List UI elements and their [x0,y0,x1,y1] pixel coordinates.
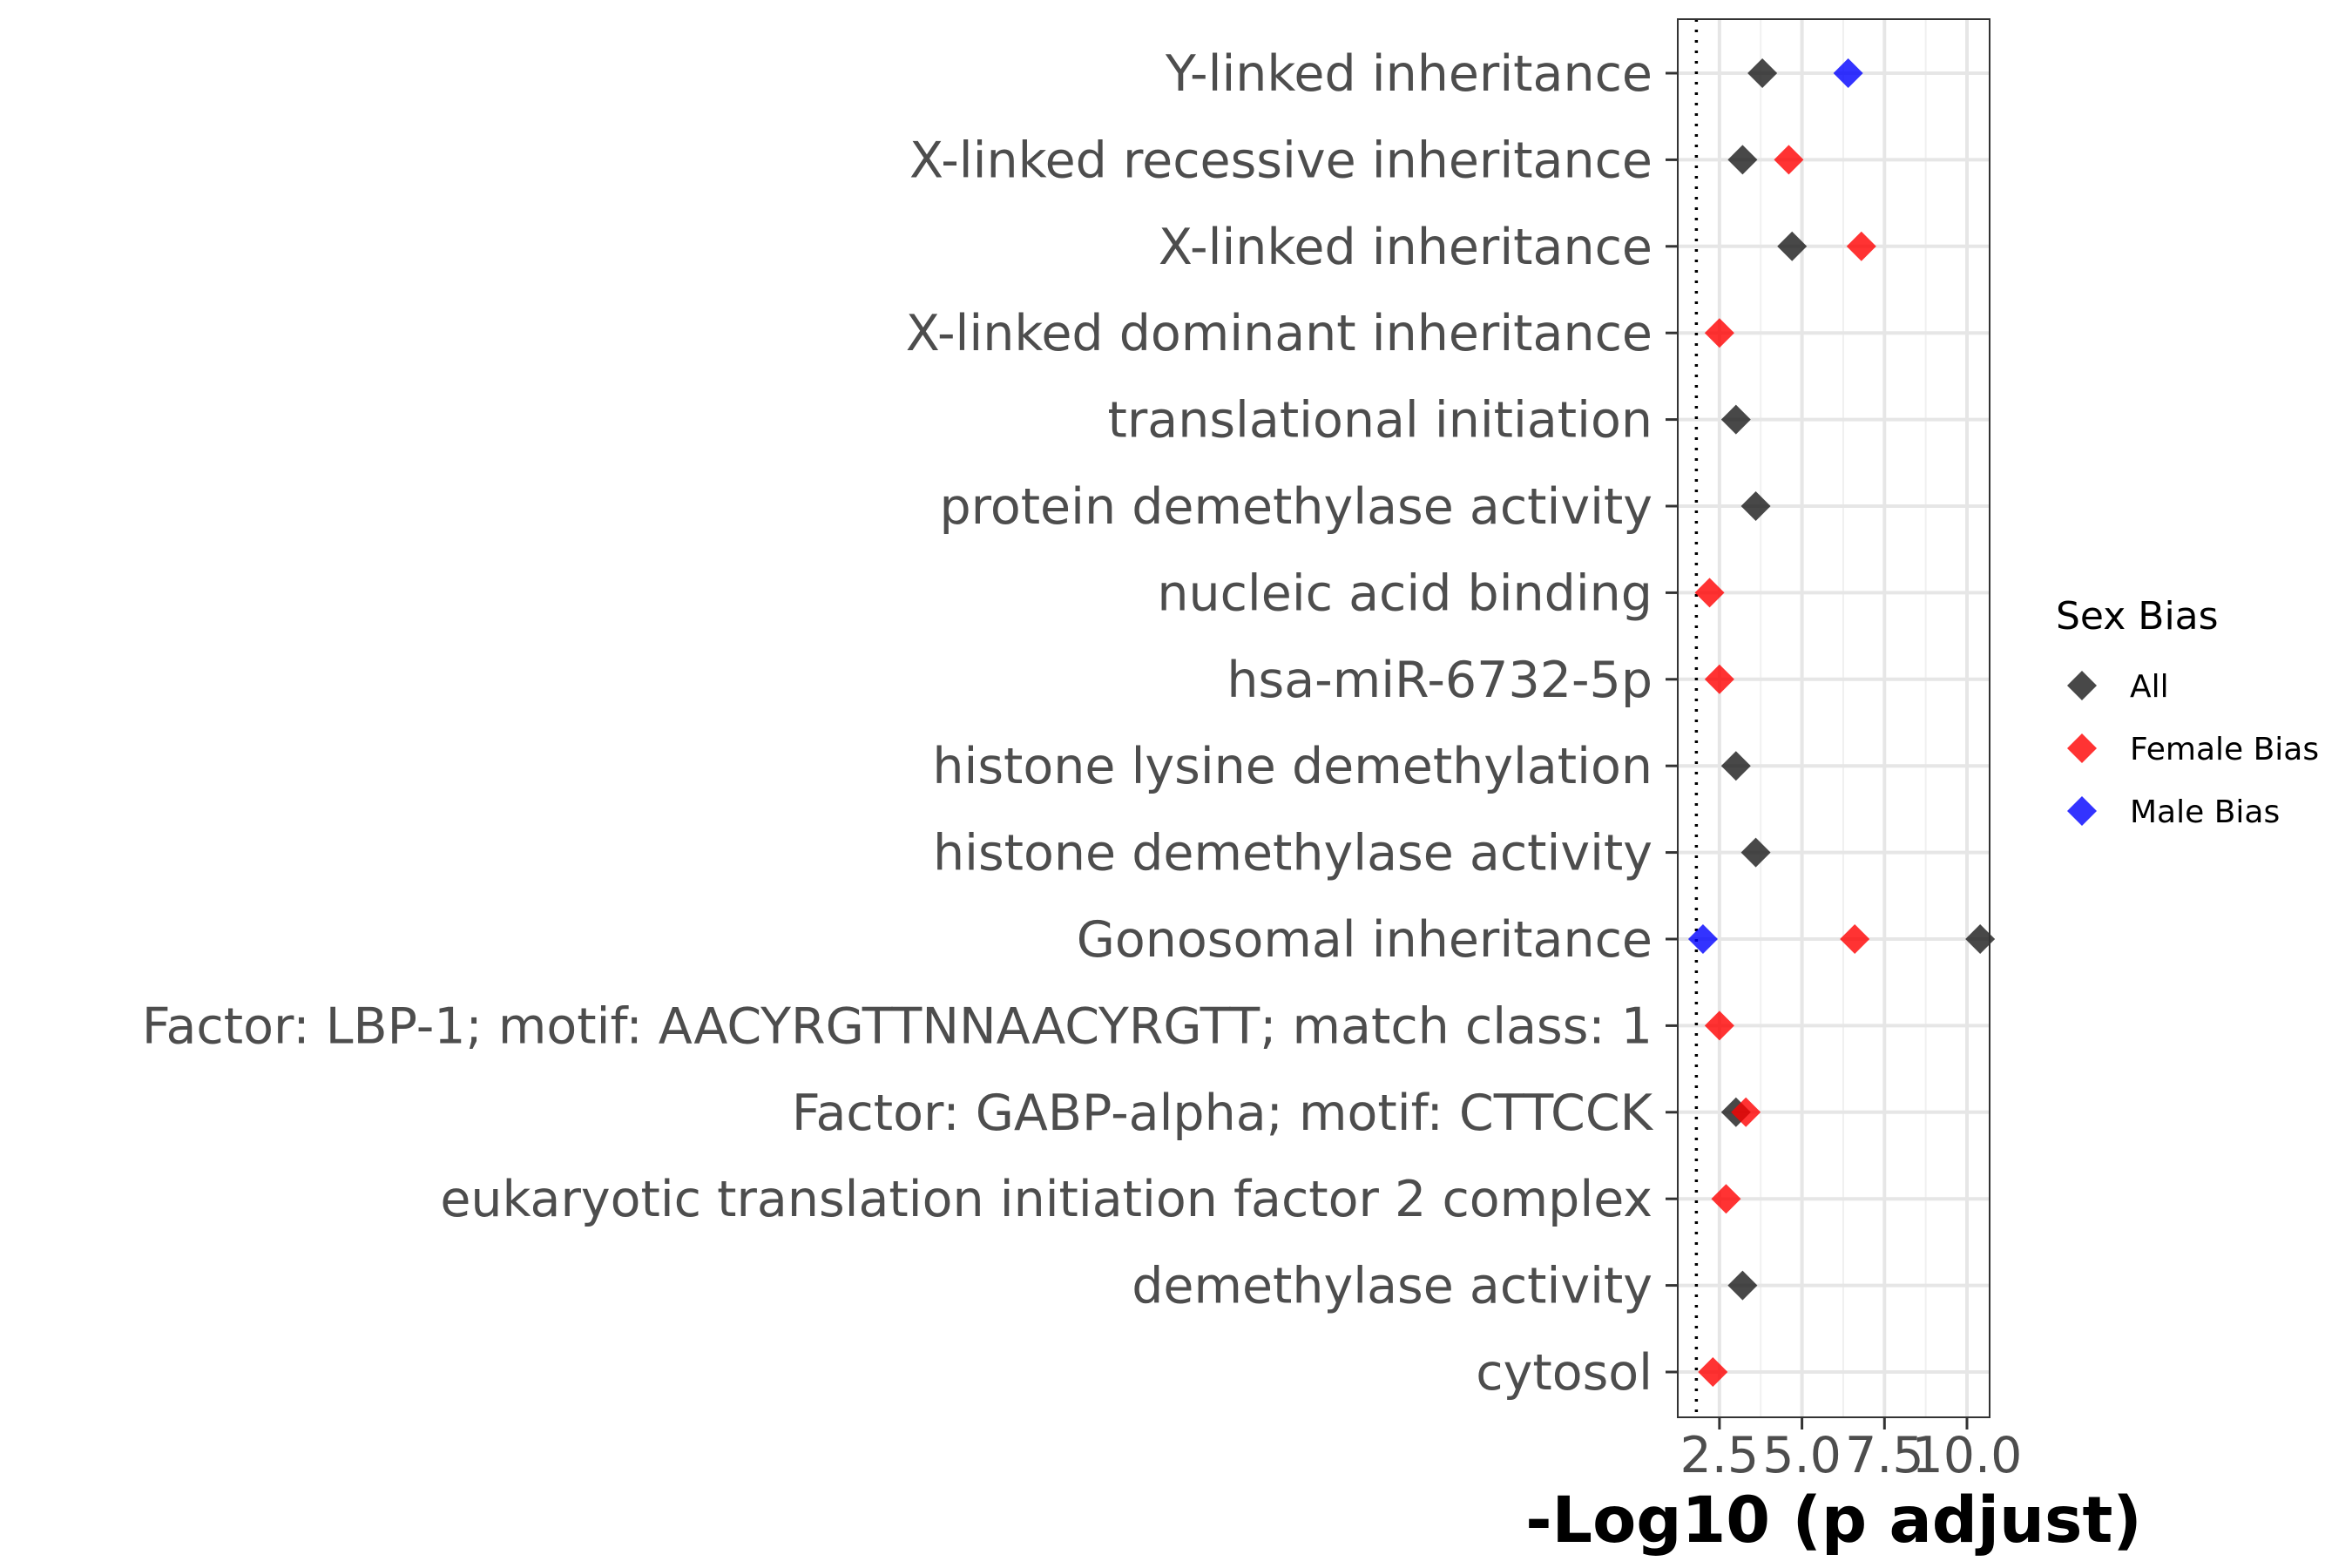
data-point-female-bias [1840,924,1870,954]
y-tick-label: eukaryotic translation initiation factor… [440,1171,1652,1228]
data-points [1687,58,1996,1387]
y-tick-label: cytosol [1476,1344,1652,1402]
data-point-female-bias [1704,1010,1734,1041]
data-point-all [1720,751,1751,781]
legend-label: Male Bias [2130,794,2280,830]
x-tick-label: 2.5 [1680,1427,1760,1484]
y-axis-ticks [1666,71,1678,1374]
legend-label: All [2130,669,2169,705]
legend-key-male-bias [2067,796,2097,826]
y-tick-label: Gonosomal inheritance [1077,911,1652,969]
legend: Sex Bias All Female Bias Male Bias [2056,594,2319,830]
data-point-female-bias [1711,1184,1741,1214]
plot-panel-border [1677,18,1990,1418]
data-point-all [1727,145,1758,175]
y-tick-label: Factor: GABP-alpha; motif: CTTCCK [792,1085,1654,1142]
x-tick-label: 5.0 [1762,1427,1842,1484]
y-tick-label: histone lysine demethylation [932,738,1652,795]
x-axis: 2.5 5.0 7.510.0 [1680,1417,2023,1484]
data-point-female-bias [1698,1357,1728,1387]
y-tick-label: histone demethylase activity [933,825,1652,882]
y-tick-label: Factor: LBP-1; motif: AACYRGTTNNAACYRGTT… [142,997,1652,1055]
data-point-female-bias [1774,145,1804,175]
data-point-all [1965,924,1996,954]
data-point-all [1740,491,1771,521]
data-point-male-bias [1833,58,1863,88]
data-point-all [1740,837,1771,868]
data-point-all [1720,404,1751,435]
x-axis-title: -Log10 (p adjust) [1525,1484,2141,1558]
data-point-female-bias [1704,318,1734,348]
y-tick-label: nucleic acid binding [1157,564,1652,622]
x-tick-label: 7.5 [1845,1427,1924,1484]
legend-title: Sex Bias [2056,594,2219,639]
y-tick-label: demethylase activity [1132,1258,1652,1315]
y-tick-label: hsa-miR-6732-5p [1227,652,1652,709]
data-point-all [1727,1270,1758,1301]
legend-key-female-bias [2067,733,2097,763]
data-point-female-bias [1731,1097,1761,1127]
y-tick-label: protein demethylase activity [939,478,1652,536]
x-tick-label: 10.0 [1912,1427,2023,1484]
data-point-female-bias [1694,578,1725,608]
data-point-all [1777,231,1808,261]
data-point-male-bias [1687,924,1718,954]
legend-label: Female Bias [2130,732,2319,767]
legend-key-all [2067,671,2097,700]
y-tick-label: X-linked dominant inheritance [906,305,1652,362]
y-tick-label: X-linked recessive inheritance [909,132,1652,189]
y-tick-label: Y-linked inheritance [1165,45,1652,103]
data-point-all [1747,58,1778,88]
y-tick-label: translational initiation [1108,392,1652,449]
y-tick-label: X-linked inheritance [1159,219,1652,276]
data-point-female-bias [1846,231,1876,261]
data-point-female-bias [1704,664,1734,694]
y-axis-labels: Y-linked inheritance X-linked recessive i… [142,45,1654,1402]
